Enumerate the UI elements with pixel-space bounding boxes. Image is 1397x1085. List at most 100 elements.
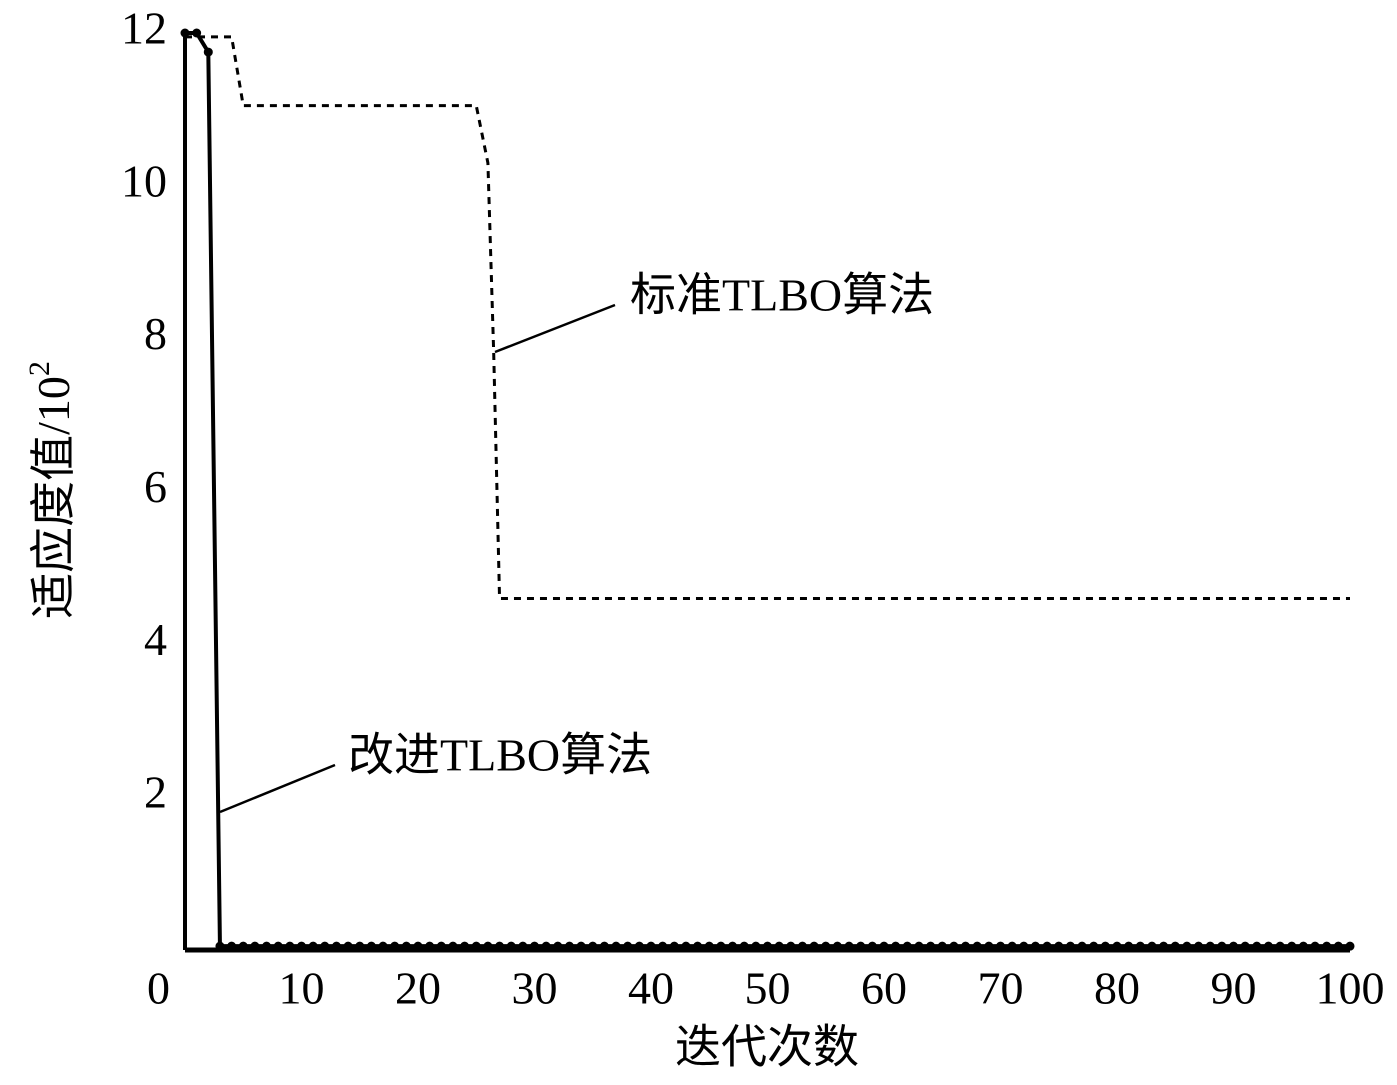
x-axis-label: 迭代次数 [675,1022,859,1073]
series-marker [483,941,493,951]
series-marker [809,941,819,951]
series-marker [1147,941,1157,951]
legend-leader [494,303,616,354]
series-marker [832,941,842,951]
series-marker [448,941,458,951]
series-marker [599,941,609,951]
series-marker [1287,941,1297,951]
y-tick-label: 2 [144,767,167,818]
series-marker [1007,941,1017,951]
series-marker [1217,941,1227,951]
series-marker [1275,941,1285,951]
series-marker [320,941,330,951]
y-tick-label: 10 [121,155,167,206]
series-marker [1205,941,1215,951]
series-marker [1240,941,1250,951]
series-marker [1229,941,1238,951]
legend-label: 标准TLBO算法 [630,270,934,321]
y-axis-label-group: 适应度值/102 [23,361,79,619]
x-tick-label: 100 [1316,963,1385,1014]
series-marker [902,941,912,951]
series-marker [401,941,411,951]
series-marker [576,941,586,951]
series-marker [588,941,598,951]
series-marker [355,941,365,951]
series-marker [413,941,423,951]
series-marker [297,941,306,951]
series-marker [1124,941,1134,951]
series-marker [1135,941,1145,951]
series-marker [471,941,481,951]
series-marker [1252,941,1262,951]
series-marker [949,941,959,951]
series-marker [739,941,749,951]
y-axis-label: 适应度值/102 [23,361,79,619]
series-marker [238,941,248,951]
y-tick-label: 8 [144,308,167,359]
series-marker [728,941,738,951]
series-marker [1263,941,1273,951]
x-tick-label: 20 [395,963,441,1014]
y-tick-label: 6 [144,461,167,512]
series-marker [1019,941,1029,951]
series-marker [273,941,283,951]
series-marker [1054,941,1064,951]
series-marker [564,941,574,951]
series-marker [634,941,644,951]
x-tick-label: 70 [978,963,1024,1014]
series-marker [996,941,1005,951]
series-marker [436,941,446,951]
series-marker [530,941,539,951]
series-marker [658,941,668,951]
series-marker [623,941,633,951]
series-marker [879,941,889,951]
series-line [185,31,1350,949]
series-marker [961,941,971,951]
series-line [185,35,1350,600]
series-marker [1159,941,1169,951]
series-marker [541,941,551,951]
series-marker [180,28,190,38]
series-marker [262,941,272,951]
x-tick-label: 40 [628,963,674,1014]
series-marker [285,941,295,951]
series-marker [343,941,353,951]
series-marker [681,941,691,951]
series-marker [425,941,435,951]
y-tick-label: 12 [121,3,167,54]
series-marker [1333,941,1343,951]
series-marker [1322,941,1332,951]
series-marker [192,28,202,38]
series-marker [1182,941,1192,951]
series-marker [704,941,714,951]
series-marker [366,941,376,951]
y-tick-label: 4 [144,614,167,665]
series-marker [763,941,772,951]
series-marker [774,941,784,951]
x-tick-label: 10 [279,963,325,1014]
x-tick-label: 50 [745,963,791,1014]
y-axis-label-text: 适应度值/10 [28,376,79,619]
series-marker [844,941,854,951]
series-marker [914,941,924,951]
x-tick-label: 80 [1094,963,1140,1014]
series-marker [856,941,866,951]
series-marker [495,941,505,951]
series-marker [378,941,388,951]
series-marker [1089,941,1099,951]
x-tick-label: 0 [147,963,170,1014]
series-marker [1065,941,1075,951]
series-marker [553,941,563,951]
series-marker [308,941,318,951]
series-marker [250,941,260,951]
series-marker [891,941,901,951]
series-marker [460,941,470,951]
series-marker [611,941,621,951]
series-marker [693,941,703,951]
legend-leader [219,763,336,814]
series-marker [867,941,877,951]
series-marker [797,941,807,951]
series-marker [1194,941,1204,951]
series-marker [716,941,726,951]
